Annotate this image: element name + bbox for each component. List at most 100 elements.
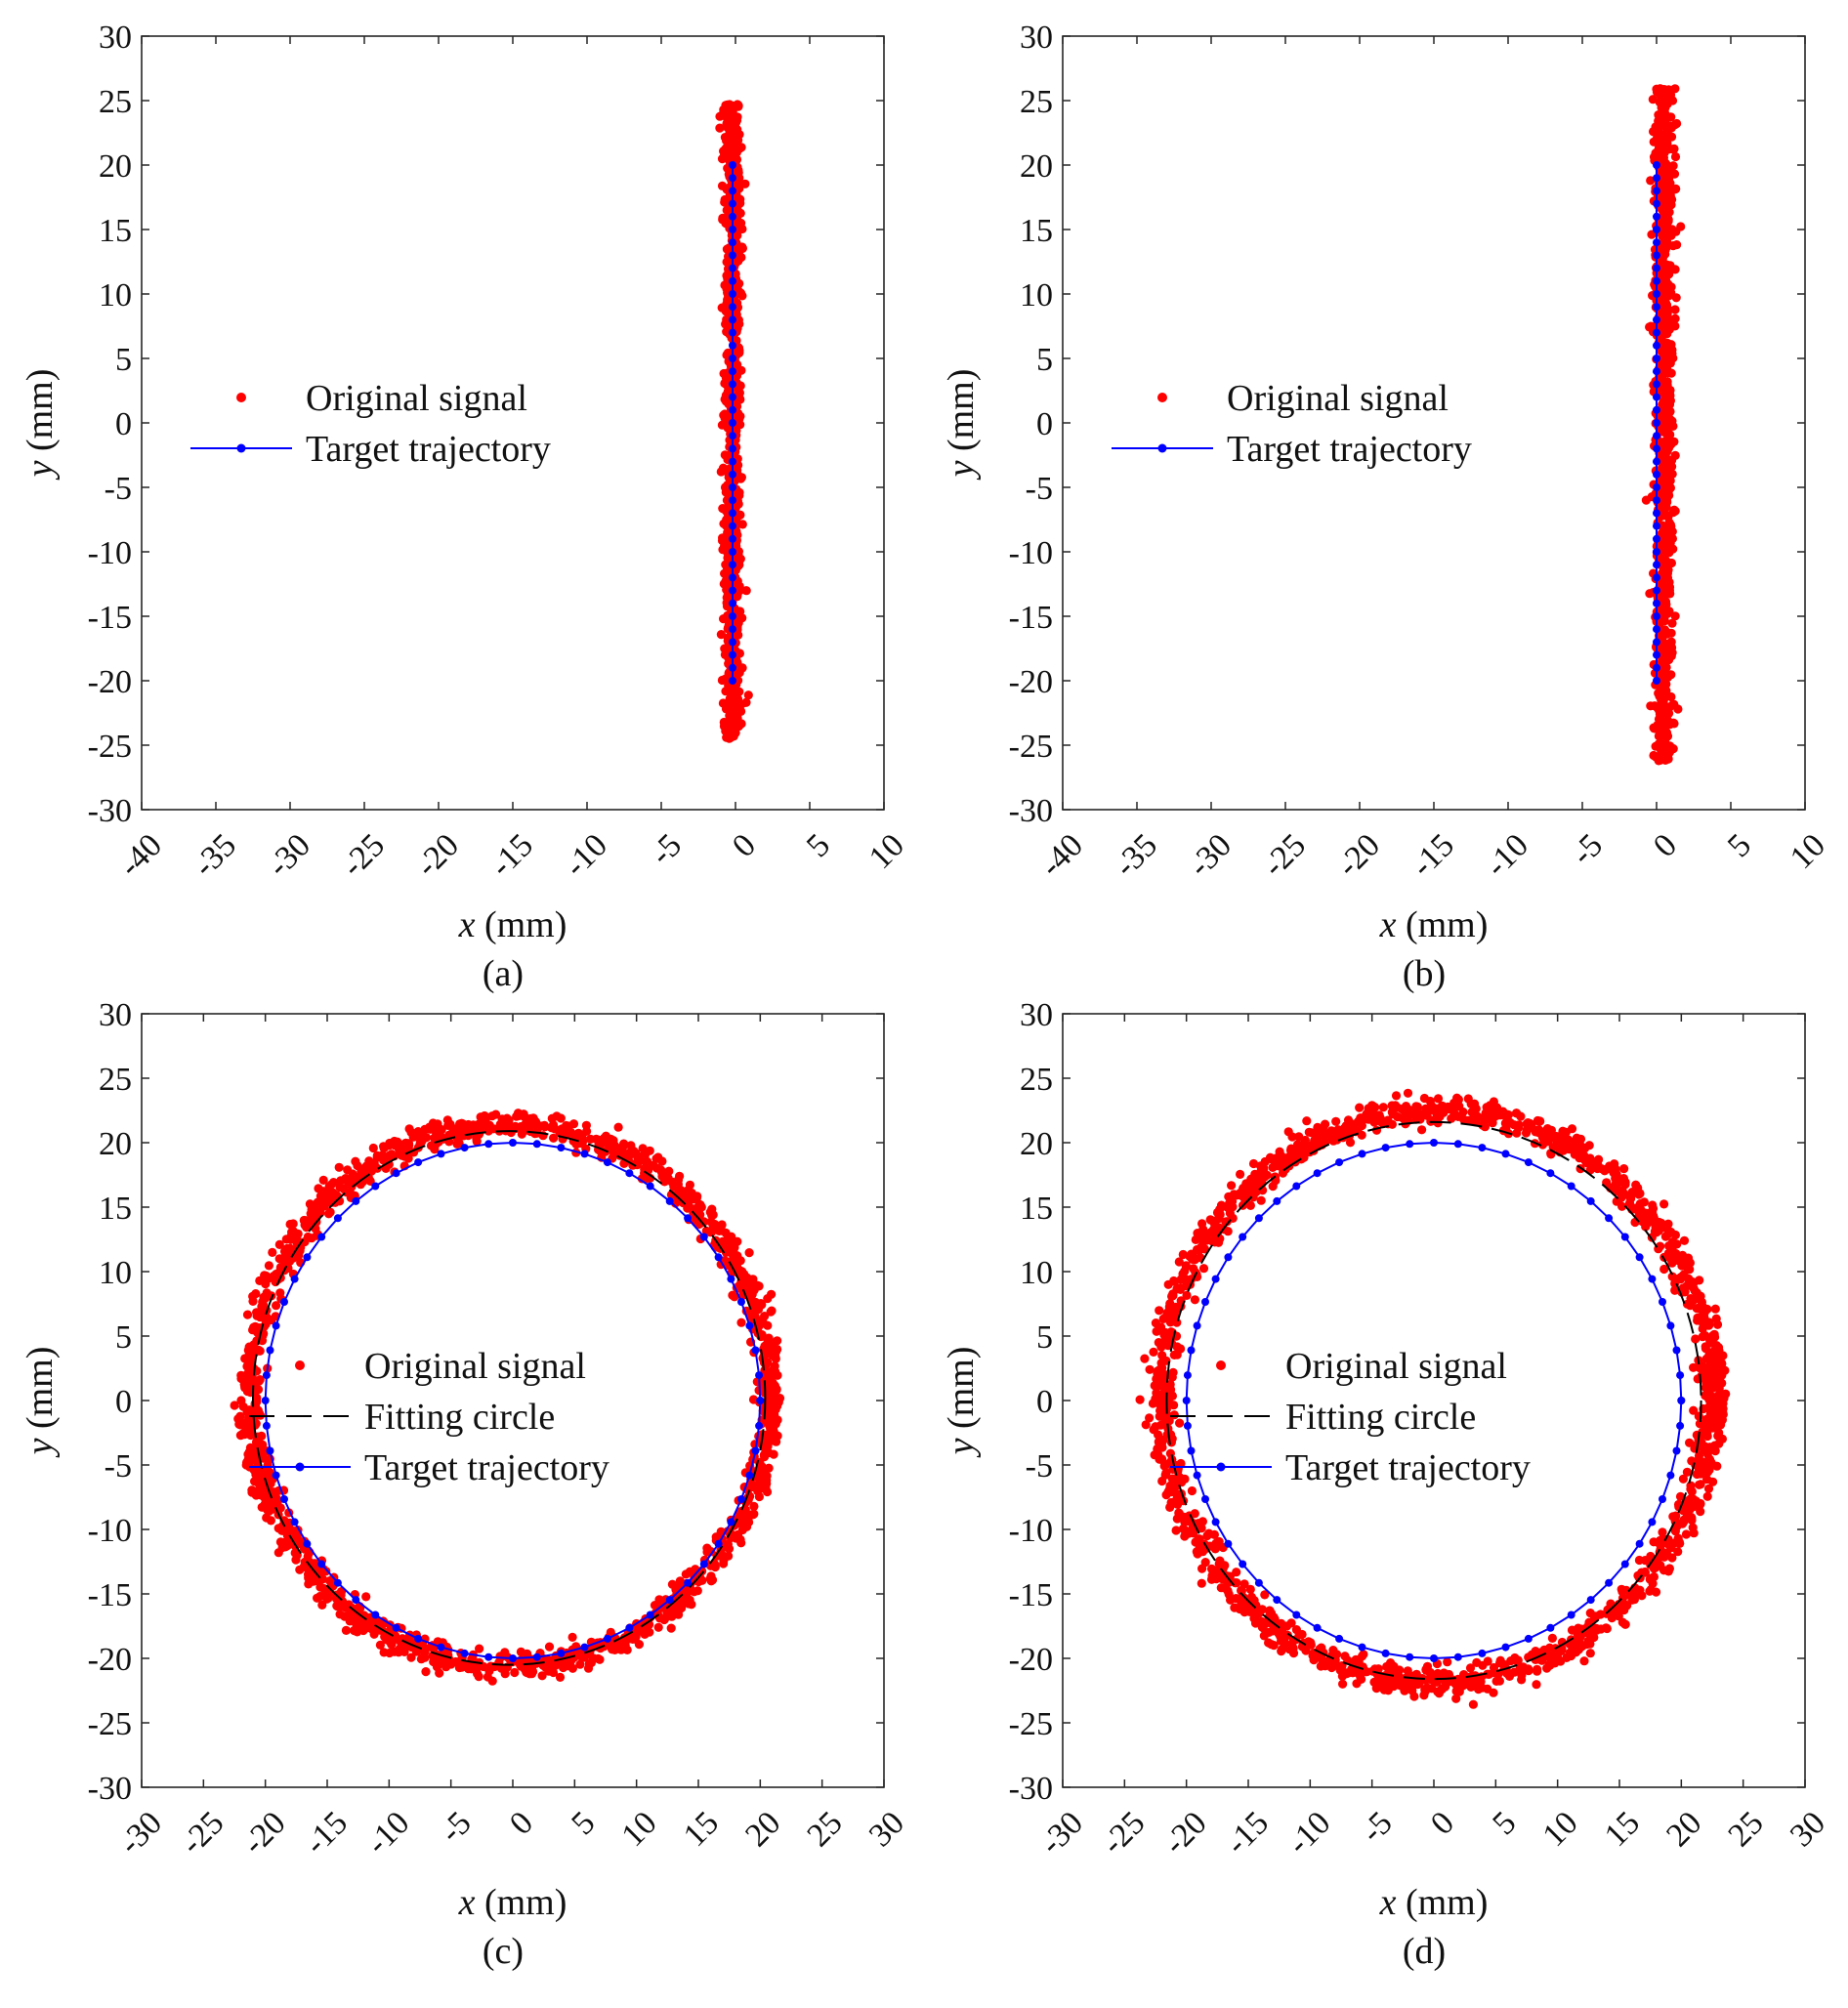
signal-point — [1408, 1677, 1418, 1687]
signal-point — [1662, 559, 1672, 568]
legend-marker — [295, 1360, 305, 1370]
target-marker — [333, 1214, 342, 1223]
signal-point — [318, 1175, 328, 1185]
y-tick-label: 15 — [99, 1191, 132, 1227]
target-marker — [280, 1495, 288, 1503]
signal-point — [1259, 1631, 1269, 1641]
signal-point — [1702, 1431, 1712, 1442]
plot-area — [1135, 1088, 1731, 1709]
signal-point — [1194, 1534, 1203, 1544]
legend-label: Target trajectory — [1227, 429, 1472, 470]
signal-point — [567, 1663, 578, 1673]
signal-point — [692, 1193, 702, 1203]
signal-point — [693, 1586, 702, 1596]
target-marker — [1653, 612, 1660, 620]
signal-point — [1666, 637, 1676, 647]
target-marker — [317, 1233, 326, 1241]
signal-point — [1660, 667, 1670, 677]
y-tick-label: 20 — [99, 148, 132, 185]
legend-marker — [236, 443, 246, 453]
signal-point — [1157, 1351, 1167, 1360]
y-tick-label: -10 — [1009, 535, 1053, 571]
x-tick-label: -35 — [1108, 827, 1164, 884]
signal-point — [430, 1133, 440, 1143]
signal-point — [1239, 1579, 1249, 1589]
signal-point — [406, 1652, 416, 1662]
signal-point — [719, 1559, 729, 1569]
signal-point — [723, 514, 733, 523]
signal-point — [1174, 1496, 1184, 1506]
target-marker — [729, 522, 736, 530]
signal-point — [653, 1622, 663, 1632]
signal-point — [1198, 1264, 1209, 1274]
signal-point — [1658, 152, 1667, 162]
target-marker — [729, 483, 736, 491]
legend-marker — [1157, 393, 1167, 402]
x-tick-label: 10 — [1784, 827, 1832, 876]
x-tick-label: -5 — [434, 1805, 479, 1850]
signal-point — [1265, 1606, 1275, 1615]
signal-point — [1181, 1262, 1191, 1272]
target-marker — [684, 1578, 693, 1587]
signal-point — [244, 1342, 254, 1352]
target-marker — [1653, 264, 1660, 272]
signal-point — [568, 1119, 579, 1129]
signal-point — [1463, 1094, 1473, 1104]
target-marker — [290, 1275, 299, 1283]
signal-point — [1489, 1688, 1498, 1697]
signal-point — [1689, 1528, 1699, 1538]
target-marker — [1653, 548, 1660, 556]
signal-point — [737, 1518, 747, 1527]
signal-point — [633, 1152, 643, 1162]
signal-point — [1670, 1527, 1680, 1536]
signal-point — [336, 1176, 346, 1186]
signal-point — [274, 1239, 284, 1249]
target-marker — [755, 1421, 764, 1430]
signal-point — [249, 1322, 259, 1332]
signal-point — [1670, 611, 1680, 621]
signal-point — [1637, 1591, 1647, 1601]
signal-point — [268, 1247, 277, 1257]
signal-point — [1668, 744, 1678, 754]
signal-point — [1659, 737, 1669, 747]
signal-point — [417, 1652, 427, 1662]
target-marker — [437, 1643, 445, 1652]
signal-point — [1660, 604, 1670, 613]
signal-point — [242, 1354, 252, 1363]
signal-point — [1669, 144, 1679, 153]
signal-point — [1256, 1195, 1266, 1205]
signal-point — [769, 1365, 778, 1375]
target-marker — [1653, 625, 1660, 634]
target-marker — [729, 161, 736, 169]
target-marker — [729, 638, 736, 647]
x-tick-label: -20 — [409, 827, 466, 884]
x-tick-label: 20 — [738, 1805, 787, 1854]
signal-point — [1268, 1162, 1278, 1172]
target-marker — [729, 380, 736, 389]
signal-point — [1443, 1657, 1452, 1667]
target-marker — [371, 1611, 380, 1619]
target-marker — [266, 1346, 274, 1355]
target-marker — [1653, 341, 1660, 350]
target-marker — [1653, 393, 1660, 401]
signal-point — [706, 1561, 716, 1570]
target-marker — [603, 1634, 611, 1643]
x-tick-label: -40 — [112, 827, 169, 884]
y-tick-label: 25 — [99, 84, 132, 120]
signal-point — [1649, 152, 1659, 162]
signal-point — [770, 1412, 779, 1422]
y-tick-label: 20 — [1020, 148, 1053, 185]
signal-point — [772, 1347, 781, 1357]
target-marker — [755, 1371, 764, 1380]
target-marker — [745, 1321, 754, 1330]
target-marker — [1653, 367, 1660, 376]
signal-point — [1149, 1425, 1158, 1435]
legend-label: Original signal — [306, 378, 527, 419]
x-tick-label: -20 — [1330, 827, 1387, 884]
signal-point — [1449, 1098, 1459, 1108]
signal-point — [715, 123, 725, 133]
signal-point — [581, 1120, 592, 1130]
signal-point — [1230, 1603, 1239, 1612]
target-marker — [392, 1623, 400, 1632]
